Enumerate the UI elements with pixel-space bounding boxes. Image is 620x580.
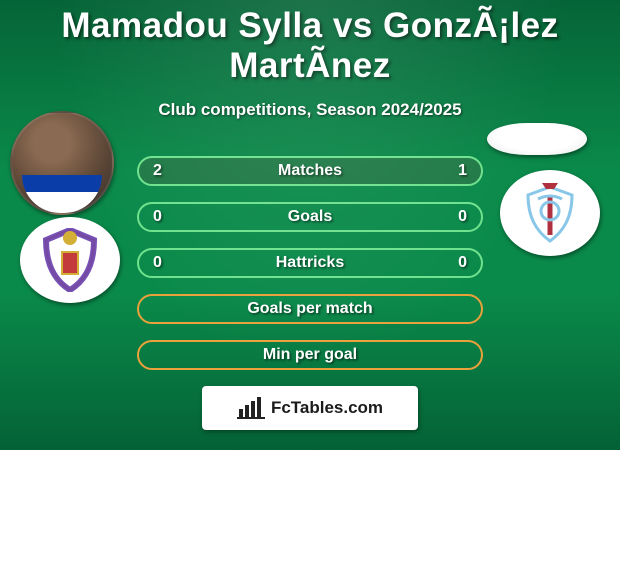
badge-text: FcTables.com — [271, 398, 383, 418]
player-right-avatar — [487, 123, 587, 155]
club-left-crest — [20, 217, 120, 303]
fctables-badge: FcTables.com — [202, 386, 418, 430]
subtitle: Club competitions, Season 2024/2025 — [0, 100, 620, 120]
stat-left-value: 0 — [153, 254, 162, 272]
club-right-crest — [500, 170, 600, 256]
club-left-crest-svg — [40, 228, 100, 292]
stat-right-value: 1 — [458, 162, 467, 180]
comparison-card: Mamadou Sylla vs GonzÃ¡lez MartÃ­nez Clu… — [0, 0, 620, 450]
date-text: 2 september 2024 — [0, 448, 620, 450]
stat-left-value: 2 — [153, 162, 162, 180]
stat-row: 2 Matches 1 — [137, 156, 483, 186]
player-left-avatar — [10, 111, 114, 215]
stat-left-value: 0 — [153, 208, 162, 226]
stat-row: 0 Hattricks 0 — [137, 248, 483, 278]
stat-label: Min per goal — [263, 346, 357, 364]
stat-right-value: 0 — [458, 254, 467, 272]
stat-label: Matches — [278, 162, 342, 180]
stat-label: Hattricks — [276, 254, 344, 272]
stat-right-value: 0 — [458, 208, 467, 226]
page-title: Mamadou Sylla vs GonzÃ¡lez MartÃ­nez — [0, 0, 620, 86]
club-right-crest-svg — [520, 181, 580, 245]
stat-label: Goals per match — [247, 300, 372, 318]
stat-row: 0 Goals 0 — [137, 202, 483, 232]
stat-row: Goals per match — [137, 294, 483, 324]
stat-label: Goals — [288, 208, 332, 226]
stat-row: Min per goal — [137, 340, 483, 370]
bar-chart-icon — [237, 397, 265, 419]
